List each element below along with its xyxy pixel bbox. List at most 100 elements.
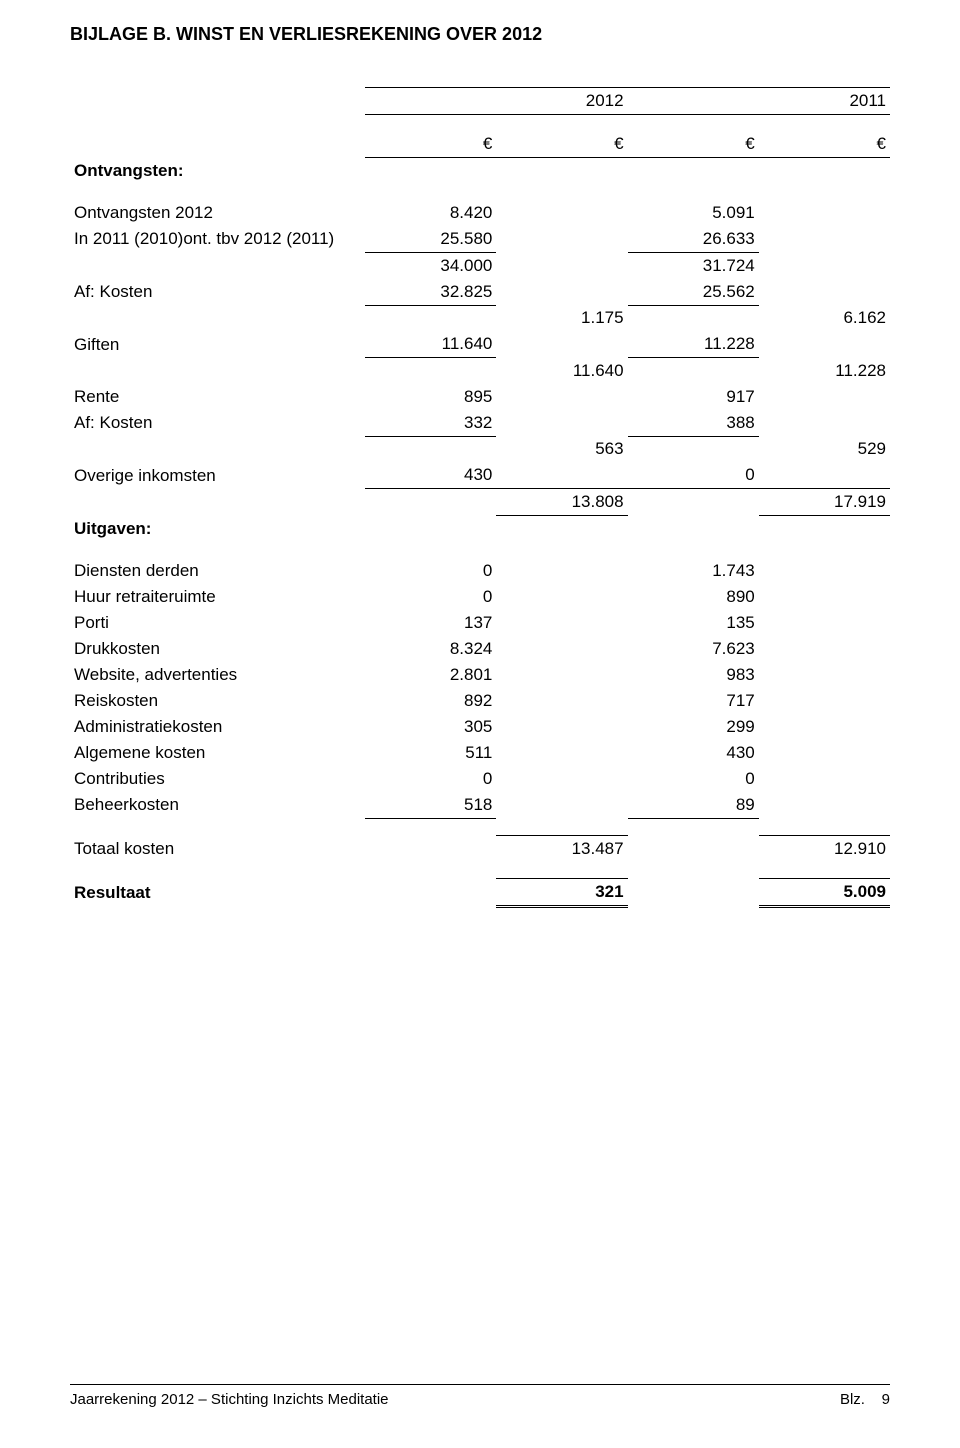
row-totaal-kosten: Totaal kosten 13.487 12.910: [70, 835, 890, 862]
cell-label: Overige inkomsten: [70, 462, 365, 489]
cell-value: 17.919: [759, 489, 890, 516]
cell-value: 917: [628, 384, 759, 410]
cell-value: 5.091: [628, 200, 759, 226]
cell-value: 11.640: [496, 358, 627, 384]
cell-label: Totaal kosten: [70, 835, 365, 862]
currency-symbol: €: [365, 131, 496, 158]
year-header-row: 2012 2011: [70, 88, 890, 115]
row-rente: Rente 895 917: [70, 384, 890, 410]
currency-row: € € € €: [70, 131, 890, 158]
row-af-kosten-1: Af: Kosten 32.825 25.562: [70, 279, 890, 306]
row-diensten: Diensten derden 0 1.743: [70, 558, 890, 584]
ontvangsten-label: Ontvangsten:: [70, 158, 365, 184]
cell-value: 0: [628, 462, 759, 489]
cell-value: 26.633: [628, 226, 759, 253]
cell-value: 321: [496, 878, 627, 906]
row-drukkosten: Drukkosten 8.324 7.623: [70, 636, 890, 662]
cell-value: 11.228: [759, 358, 890, 384]
cell-value: 1.175: [496, 305, 627, 331]
currency-symbol: €: [496, 131, 627, 158]
section-header-uitgaven: Uitgaven:: [70, 516, 890, 542]
cell-value: 11.640: [365, 331, 496, 358]
row-sum-13: 13.808 17.919: [70, 489, 890, 516]
cell-value: 563: [496, 436, 627, 462]
cell-value: 299: [628, 714, 759, 740]
cell-value: 892: [365, 688, 496, 714]
cell-value: 388: [628, 410, 759, 437]
cell-value: 518: [365, 792, 496, 819]
cell-label: Af: Kosten: [70, 279, 365, 306]
year-2011: 2011: [759, 88, 890, 115]
cell-value: 5.009: [759, 878, 890, 906]
cell-value: 135: [628, 610, 759, 636]
footer-page-number: 9: [882, 1391, 890, 1408]
row-website: Website, advertenties 2.801 983: [70, 662, 890, 688]
row-sum-ont: 34.000 31.724: [70, 252, 890, 279]
cell-value: 2.801: [365, 662, 496, 688]
row-ontvangsten-2012: Ontvangsten 2012 8.420 5.091: [70, 200, 890, 226]
cell-value: 11.228: [628, 331, 759, 358]
cell-value: 983: [628, 662, 759, 688]
cell-value: 34.000: [365, 252, 496, 279]
cell-label: Website, advertenties: [70, 662, 365, 688]
cell-value: 332: [365, 410, 496, 437]
cell-value: 0: [628, 766, 759, 792]
cell-value: 6.162: [759, 305, 890, 331]
page-footer: Jaarrekening 2012 – Stichting Inzichts M…: [70, 1384, 890, 1408]
cell-value: 25.580: [365, 226, 496, 253]
row-overige: Overige inkomsten 430 0: [70, 462, 890, 489]
cell-value: 31.724: [628, 252, 759, 279]
cell-label: Contributies: [70, 766, 365, 792]
footer-left: Jaarrekening 2012 – Stichting Inzichts M…: [70, 1391, 389, 1408]
cell-value: 430: [365, 462, 496, 489]
cell-value: 32.825: [365, 279, 496, 306]
footer-right: Blz. 9: [840, 1391, 890, 1408]
currency-symbol: €: [759, 131, 890, 158]
page-title: BIJLAGE B. WINST EN VERLIESREKENING OVER…: [70, 24, 890, 45]
cell-value: 717: [628, 688, 759, 714]
cell-label: Huur retraiteruimte: [70, 584, 365, 610]
row-huur: Huur retraiteruimte 0 890: [70, 584, 890, 610]
cell-label: Porti: [70, 610, 365, 636]
page: BIJLAGE B. WINST EN VERLIESREKENING OVER…: [0, 0, 960, 1448]
row-contributies: Contributies 0 0: [70, 766, 890, 792]
cell-value: 890: [628, 584, 759, 610]
cell-label: Administratiekosten: [70, 714, 365, 740]
uitgaven-label: Uitgaven:: [70, 516, 365, 542]
cell-value: 0: [365, 584, 496, 610]
row-giften-sum: 11.640 11.228: [70, 358, 890, 384]
row-admin: Administratiekosten 305 299: [70, 714, 890, 740]
section-header-ontvangsten: Ontvangsten:: [70, 158, 890, 184]
row-porti: Porti 137 135: [70, 610, 890, 636]
cell-value: 8.324: [365, 636, 496, 662]
cell-label: Giften: [70, 331, 365, 358]
cell-label: Beheerkosten: [70, 792, 365, 819]
year-2012: 2012: [496, 88, 627, 115]
cell-value: 13.487: [496, 835, 627, 862]
row-af-kosten-2: Af: Kosten 332 388: [70, 410, 890, 437]
cell-value: 1.743: [628, 558, 759, 584]
cell-label: Rente: [70, 384, 365, 410]
cell-value: 430: [628, 740, 759, 766]
cell-value: 89: [628, 792, 759, 819]
cell-value: 13.808: [496, 489, 627, 516]
cell-value: 8.420: [365, 200, 496, 226]
footer-page-label: Blz.: [840, 1391, 865, 1408]
row-netto-rente: 563 529: [70, 436, 890, 462]
cell-value: 12.910: [759, 835, 890, 862]
financial-table: 2012 2011 € € € € Ontvangsten: Ontvangst…: [70, 87, 890, 908]
row-algemene: Algemene kosten 511 430: [70, 740, 890, 766]
cell-label: Reiskosten: [70, 688, 365, 714]
row-beheer: Beheerkosten 518 89: [70, 792, 890, 819]
cell-value: 25.562: [628, 279, 759, 306]
cell-value: 895: [365, 384, 496, 410]
row-giften: Giften 11.640 11.228: [70, 331, 890, 358]
cell-value: 0: [365, 558, 496, 584]
cell-value: 0: [365, 766, 496, 792]
currency-symbol: €: [628, 131, 759, 158]
cell-label: Diensten derden: [70, 558, 365, 584]
cell-value: 305: [365, 714, 496, 740]
cell-label: Af: Kosten: [70, 410, 365, 437]
cell-value: 137: [365, 610, 496, 636]
row-netto-1: 1.175 6.162: [70, 305, 890, 331]
